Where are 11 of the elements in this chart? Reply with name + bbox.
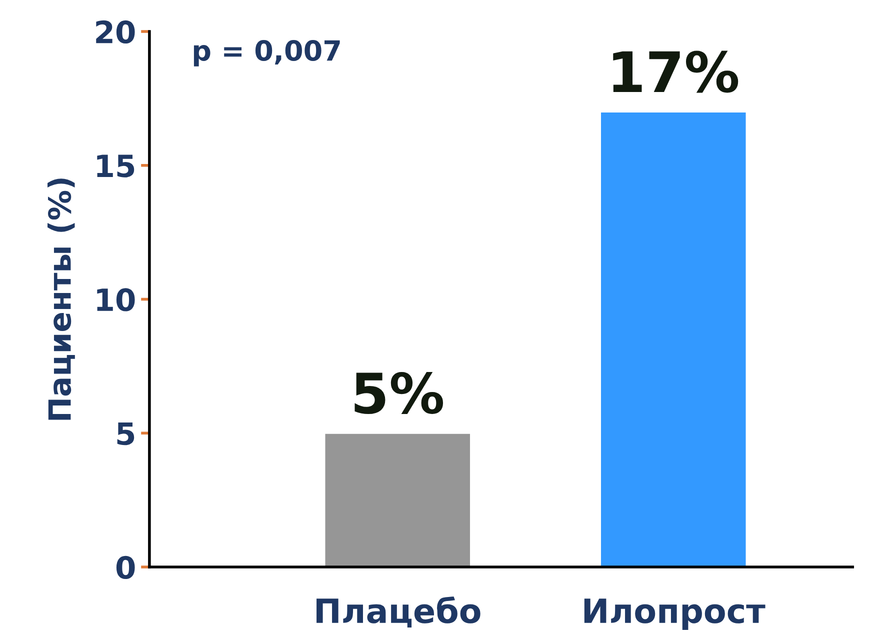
y-tick-label: 5 (117, 422, 134, 446)
annotation: p = 0,007 (194, 40, 340, 66)
y-tick-label: 0 (116, 556, 135, 580)
y-tick-label: 10 (97, 288, 135, 312)
x-tick-label: Илопрост (584, 598, 766, 630)
x-tick-label: Плацебо (316, 596, 480, 628)
data-label: 5% (354, 372, 444, 414)
y-axis-title: Пациенты (%) (48, 178, 75, 420)
y-tick-label: 20 (96, 20, 135, 44)
data-label: 17% (613, 50, 738, 93)
y-tick-label: 15 (97, 154, 134, 178)
